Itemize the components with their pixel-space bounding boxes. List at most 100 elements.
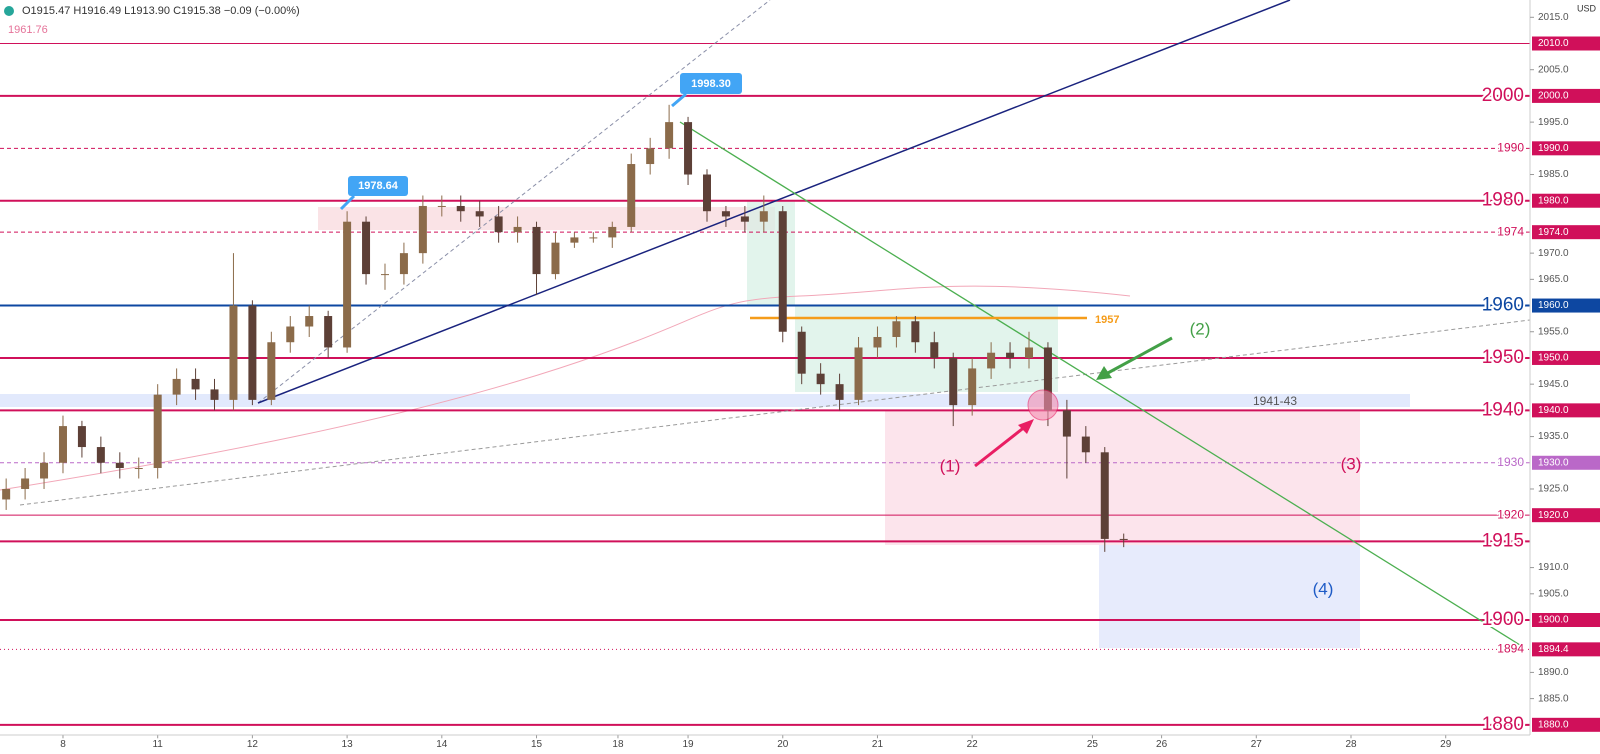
price-badge-label: 1980.0	[1538, 195, 1569, 206]
candle-body	[2, 488, 11, 500]
green-zone	[747, 200, 795, 305]
arrow	[974, 424, 1027, 468]
annotation: (3)	[1341, 454, 1362, 473]
level-label: 1900	[1482, 609, 1524, 630]
price-badge-label: 1920.0	[1538, 510, 1569, 521]
price-badge-label: 1990.0	[1538, 143, 1569, 154]
x-tick-label: 27	[1251, 739, 1263, 750]
level-label: 1990	[1497, 140, 1524, 154]
candle-body	[1081, 436, 1090, 453]
annotation: 1941-43	[1253, 394, 1297, 408]
candle-body	[968, 368, 977, 406]
level-label: 1930	[1497, 455, 1524, 469]
candle-body	[343, 221, 352, 348]
candle-body	[589, 237, 598, 239]
candle-body	[721, 211, 730, 217]
annotations: 1957 1941-43 (1) (2) (3) (4) 1998.30 197…	[339, 73, 1362, 598]
annotation: 1957	[1095, 314, 1119, 326]
candle-body	[873, 336, 882, 348]
annotation: (4)	[1313, 579, 1334, 598]
candle-body	[96, 447, 105, 463]
candle-body	[229, 305, 238, 400]
candle-body	[21, 478, 30, 489]
candle-body	[1024, 347, 1033, 358]
x-tick-label: 22	[967, 739, 979, 750]
price-badge-label: 1900.0	[1538, 615, 1569, 626]
y-tick-label: 1965.0	[1538, 274, 1569, 285]
candle-body	[153, 394, 162, 469]
price-badge-label: 1950.0	[1538, 353, 1569, 364]
x-tick-label: 19	[682, 739, 694, 750]
annotation: (1)	[940, 456, 961, 475]
price-badge	[1532, 508, 1600, 523]
price-badge-label: 1880.0	[1538, 719, 1569, 730]
price-badge	[1532, 88, 1600, 103]
level-label: 2000	[1482, 85, 1524, 106]
candle-body	[305, 316, 314, 327]
level-label: 1894	[1497, 642, 1524, 656]
price-badge	[1532, 642, 1600, 657]
candle-body	[513, 226, 522, 233]
candle-body	[759, 211, 768, 222]
price-badge-label: 1894.4	[1538, 644, 1569, 655]
price-badge	[1532, 193, 1600, 208]
callout-pointer	[671, 92, 687, 108]
level-label: 1960	[1482, 295, 1524, 316]
candle-body	[115, 462, 124, 469]
y-tick-label: 1890.0	[1538, 667, 1569, 678]
price-badge-label: 2010.0	[1538, 38, 1569, 49]
candle-body	[437, 205, 446, 207]
ma-legend: 1961.76	[8, 24, 48, 36]
y-tick-label: 1925.0	[1538, 484, 1569, 495]
candle-body	[835, 384, 844, 400]
candle-body	[816, 373, 825, 385]
candle-body	[797, 331, 806, 374]
candle-body	[362, 221, 371, 275]
trend-line	[679, 121, 1521, 646]
y-tick-label: 2015.0	[1538, 12, 1569, 23]
callout	[348, 176, 408, 196]
candle-body	[987, 352, 996, 369]
x-tick-label: 28	[1345, 739, 1357, 750]
target-zone	[885, 410, 1360, 545]
x-tick-label: 20	[777, 739, 789, 750]
candle-body	[930, 342, 939, 358]
green-zone	[795, 305, 1058, 392]
x-tick-label: 29	[1440, 739, 1452, 750]
callout-pointer	[339, 194, 356, 211]
price-badge-label: 1974.0	[1538, 227, 1569, 238]
candle-body	[740, 216, 749, 222]
price-axis	[1530, 0, 1600, 754]
candle-body	[248, 305, 257, 400]
y-tick-label: 1935.0	[1538, 431, 1569, 442]
price-badge	[1532, 403, 1600, 418]
annotation: (2)	[1190, 319, 1211, 338]
candle-body	[210, 389, 219, 400]
candle-body	[665, 122, 674, 149]
candle-body	[134, 468, 143, 470]
arrow	[1105, 336, 1173, 376]
x-tick-label: 15	[531, 739, 543, 750]
y-tick-label: 1995.0	[1538, 117, 1569, 128]
candle-body	[949, 357, 958, 406]
candle-body	[399, 253, 408, 275]
x-tick-label: 18	[612, 739, 624, 750]
candle-body	[324, 316, 333, 348]
candle-body	[608, 226, 617, 238]
candle-body	[532, 226, 541, 275]
y-tick-label: 1945.0	[1538, 379, 1569, 390]
moving-average	[0, 285, 1131, 491]
y-tick-label: 1955.0	[1538, 326, 1569, 337]
y-tick-label: 1910.0	[1538, 562, 1569, 573]
candle-body	[418, 205, 427, 254]
price-badge	[1532, 612, 1600, 627]
level-label: 1920	[1497, 507, 1524, 521]
y-tick-label: 2005.0	[1538, 64, 1569, 75]
target-zone	[1099, 545, 1360, 648]
price-badge	[1532, 225, 1600, 240]
level-label: 1974	[1497, 224, 1524, 238]
x-tick-label: 25	[1087, 739, 1099, 750]
axes: 2010.0 2000 2000.0 1990 1990.0 1980 1980.0 1974…	[60, 12, 1600, 750]
candle-body	[911, 321, 920, 343]
